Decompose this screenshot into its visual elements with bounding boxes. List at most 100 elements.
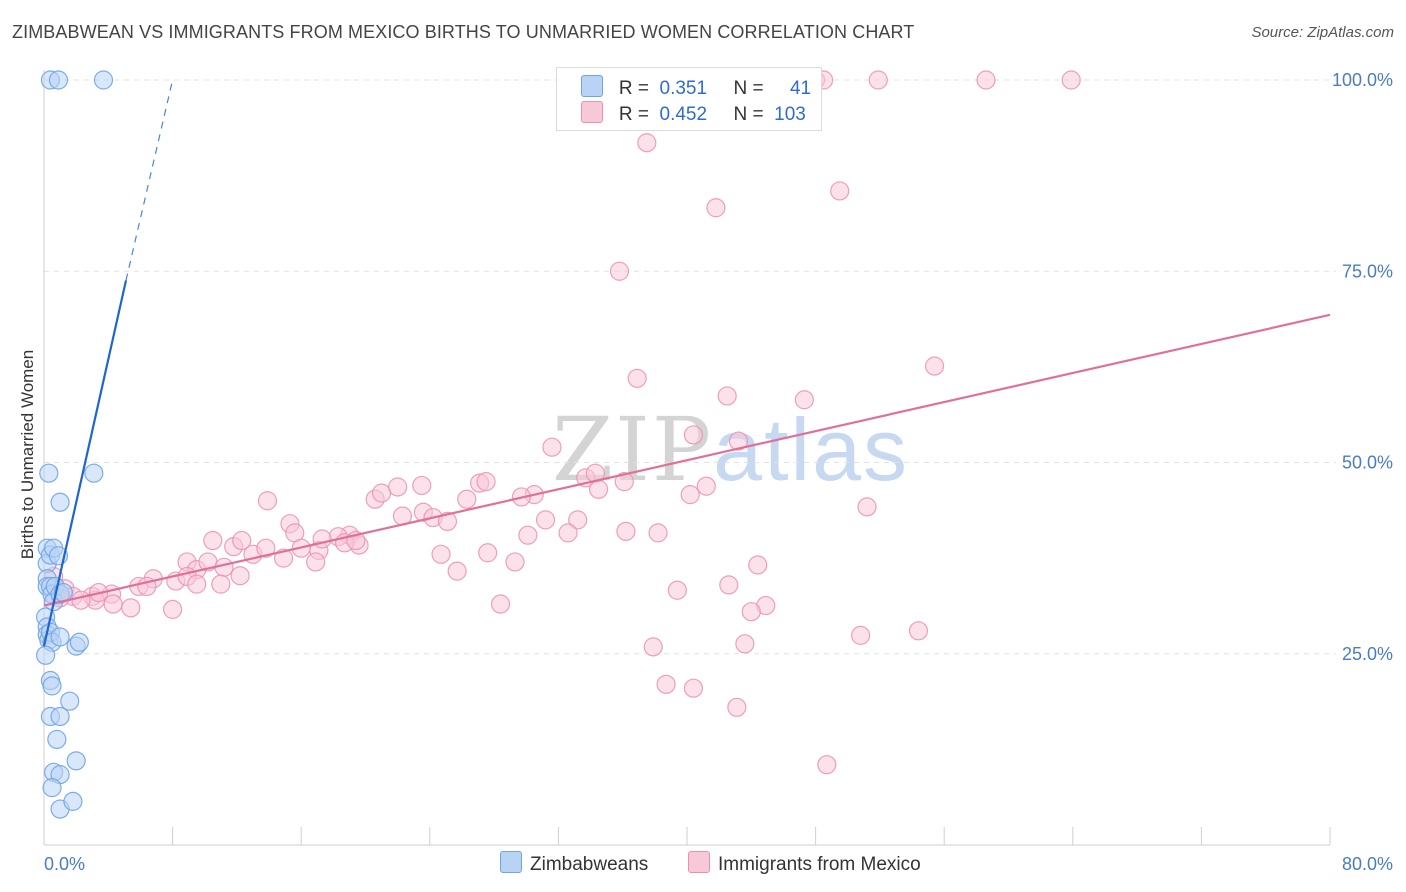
data-point-zimbabwean	[50, 492, 70, 512]
data-point-mexico	[490, 594, 511, 614]
data-point-mexico	[643, 637, 663, 657]
data-point-mexico	[616, 521, 636, 541]
data-point-mexico	[667, 580, 687, 600]
legend-swatch-pink	[581, 101, 603, 123]
legend-row-mexico: R = 0.452 N = 103	[581, 101, 806, 125]
data-point-mexico	[412, 475, 432, 496]
data-point-mexico	[857, 497, 877, 517]
y-tick-label: 25.0%	[1342, 644, 1393, 664]
source-label: Source: ZipAtlas.com	[1251, 24, 1394, 41]
stats-legend: R = 0.351 N = 41 R = 0.452 N = 103	[556, 67, 822, 131]
data-point-mexico	[830, 181, 850, 201]
data-point-mexico	[478, 543, 498, 563]
trend-lines	[42, 79, 1331, 647]
data-point-mexico	[457, 489, 477, 509]
data-point-mexico	[680, 485, 700, 505]
data-point-mexico	[706, 198, 726, 218]
data-point-mexico	[568, 510, 588, 530]
data-point-zimbabwean	[84, 463, 104, 483]
legend-n-value: 103	[774, 104, 806, 125]
data-point-zimbabwean	[50, 627, 70, 647]
axes	[43, 70, 1331, 846]
y-axis-title: Births to Unmarried Women	[18, 350, 37, 559]
chart-title: ZIMBABWEAN VS IMMIGRANTS FROM MEXICO BIR…	[12, 22, 915, 42]
trend-line-zimbabwean	[42, 280, 128, 647]
data-point-mexico	[717, 386, 737, 406]
data-point-mexico	[727, 697, 747, 717]
data-point-mexico	[542, 437, 562, 457]
data-point-mexico	[388, 477, 408, 497]
data-point-mexico	[735, 634, 755, 654]
data-point-mexico	[273, 548, 294, 568]
data-point-mexico	[719, 575, 739, 595]
data-point-zimbabwean	[42, 778, 62, 798]
legend-r-value: 0.452	[659, 104, 708, 125]
data-point-zimbabwean	[69, 632, 89, 652]
data-point-mexico	[71, 590, 91, 610]
data-point-zimbabwean	[60, 691, 80, 711]
data-point-mexico	[505, 552, 525, 572]
data-point-mexico	[976, 70, 996, 90]
trend-line-zimbabwean-extension	[125, 79, 174, 281]
data-point-mexico	[447, 561, 467, 581]
data-point-mexico	[648, 523, 668, 543]
data-point-mexico	[306, 552, 326, 572]
data-point-mexico	[518, 525, 538, 545]
series-immigrants-from-mexico	[44, 70, 1081, 775]
data-point-mexico	[748, 555, 768, 575]
data-point-zimbabwean	[42, 676, 62, 696]
data-point-mexico	[637, 133, 657, 153]
bottom-legend-zimbabweans: Zimbabweans	[500, 851, 648, 876]
trend-line-mexico	[43, 313, 1331, 607]
y-tick-label: 100.0%	[1332, 70, 1393, 90]
data-point-zimbabwean	[50, 706, 70, 727]
data-point-mexico	[187, 574, 207, 594]
data-point-mexico	[588, 479, 609, 499]
axis-labels: 100.0% 75.0% 50.0% 25.0% 0.0% 80.0% Births to …	[18, 70, 1393, 874]
data-point-mexico	[230, 566, 250, 586]
bottom-legend-label: Zimbabweans	[530, 854, 649, 875]
y-tick-label: 75.0%	[1342, 261, 1393, 281]
bottom-legend-mexico: Immigrants from Mexico	[688, 851, 921, 876]
legend-n-label: N =	[733, 104, 764, 125]
data-point-mexico	[728, 431, 749, 451]
legend-swatch-blue	[581, 75, 603, 97]
data-point-mexico	[211, 574, 231, 594]
data-point-mexico	[908, 621, 929, 641]
data-point-mexico	[794, 390, 814, 410]
data-point-mexico	[614, 472, 634, 492]
legend-r-label: R =	[618, 78, 649, 99]
data-point-zimbabwean	[36, 645, 56, 665]
bottom-legend-label: Immigrants from Mexico	[718, 854, 921, 875]
legend-n-value: 41	[789, 78, 812, 99]
data-point-mexico	[535, 510, 556, 530]
data-point-zimbabwean	[93, 70, 114, 90]
data-point-mexico	[558, 523, 578, 543]
data-point-mexico	[817, 755, 837, 775]
data-point-mexico	[683, 678, 704, 698]
data-point-mexico	[431, 544, 451, 564]
bottom-legend-swatch-pink	[688, 851, 710, 873]
data-point-mexico	[257, 491, 278, 511]
y-tick-label: 50.0%	[1342, 453, 1393, 473]
data-point-zimbabwean	[66, 751, 86, 771]
data-point-mexico	[121, 598, 141, 618]
series-zimbabweans	[36, 70, 114, 819]
x-tick-label: 0.0%	[44, 854, 85, 874]
legend-r-value: 0.351	[659, 78, 708, 99]
legend-n-label: N =	[733, 78, 764, 99]
data-point-mexico	[627, 368, 647, 388]
data-point-mexico	[868, 70, 888, 90]
data-point-mexico	[476, 472, 496, 492]
data-point-mexico	[683, 425, 704, 445]
data-point-mexico	[232, 530, 252, 551]
data-point-zimbabwean	[47, 729, 67, 750]
data-point-zimbabwean	[39, 463, 59, 483]
data-point-mexico	[437, 511, 458, 532]
data-point-zimbabwean	[63, 791, 83, 811]
watermark-atlas: atlas	[713, 400, 910, 499]
data-point-mexico	[924, 356, 945, 376]
bottom-legend-swatch-blue	[500, 851, 522, 873]
data-point-mexico	[163, 599, 183, 619]
data-point-mexico	[741, 602, 761, 622]
